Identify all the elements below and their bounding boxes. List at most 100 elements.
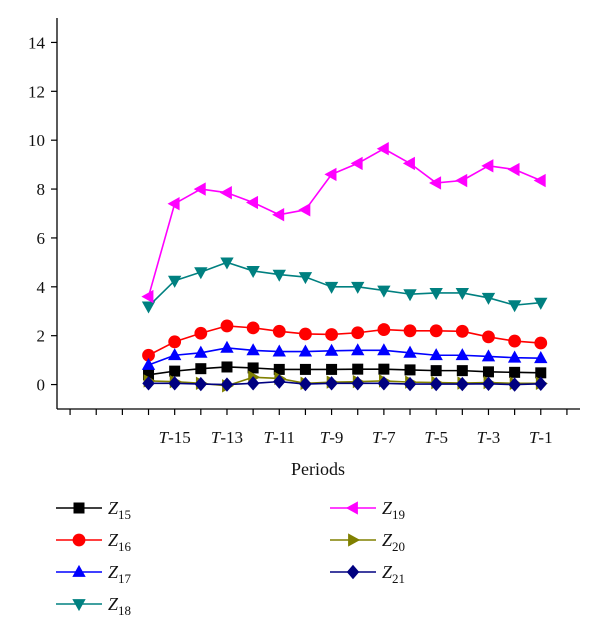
series-line-z17: [148, 347, 541, 366]
x-tick-label-italic: T: [320, 428, 331, 447]
data-point-z18: [167, 275, 182, 288]
legend-marker: [345, 501, 358, 515]
series-line-z15: [148, 366, 541, 376]
data-point-z19: [533, 173, 546, 188]
legend-item-z16: Z16: [56, 530, 132, 554]
data-point-z18: [194, 267, 208, 280]
data-point-z18: [298, 272, 313, 285]
data-point-z18: [481, 292, 496, 305]
legend-label-base: Z: [382, 530, 393, 550]
data-point-z17: [455, 348, 470, 361]
data-point-z15: [509, 366, 521, 378]
data-point-z19: [324, 167, 337, 182]
x-tick-label: T-5: [424, 428, 448, 447]
legend-marker: [346, 564, 360, 580]
data-point-z21: [168, 376, 181, 391]
y-tick-label: 0: [37, 376, 46, 395]
data-point-z21: [246, 376, 260, 391]
y-tick-label: 12: [28, 82, 45, 101]
legend-item-z15: Z15: [56, 498, 131, 522]
data-point-z17: [534, 351, 548, 364]
data-point-z18: [141, 301, 156, 314]
legend-marker: [72, 564, 86, 577]
y-tick-label: 10: [28, 131, 45, 150]
legend-label-sub: 19: [392, 507, 405, 522]
data-point-z15: [378, 363, 390, 375]
data-point-z16: [429, 324, 443, 338]
x-tick-label-rest: -13: [220, 428, 243, 447]
data-point-z17: [324, 343, 339, 356]
data-point-z15: [195, 363, 207, 375]
x-tick-label-italic: T: [424, 428, 435, 447]
legend-label: Z17: [108, 562, 132, 586]
legend-label-sub: 16: [118, 539, 132, 554]
series-z19: [141, 142, 546, 304]
data-point-z15: [404, 364, 416, 376]
data-point-z16: [351, 326, 365, 340]
legend-label-sub: 17: [118, 571, 132, 586]
data-point-z15: [535, 367, 547, 379]
legend-item-z19: Z19: [330, 498, 405, 522]
x-tick-label-italic: T: [477, 428, 488, 447]
data-point-z15: [326, 363, 338, 375]
legend-label: Z20: [382, 530, 405, 554]
data-point-z19: [481, 159, 494, 173]
axes: [56, 18, 580, 410]
data-point-z19: [167, 197, 180, 211]
data-point-z18: [377, 285, 391, 298]
legend-item-z21: Z21: [330, 562, 405, 586]
y-tick-label: 14: [28, 33, 46, 52]
data-point-z15: [169, 365, 181, 377]
series-z21: [142, 374, 548, 392]
data-point-z15: [299, 363, 311, 375]
x-tick-label-rest: -15: [168, 428, 191, 447]
data-point-z17: [507, 350, 522, 363]
y-tick-label: 4: [37, 278, 46, 297]
data-point-z18: [429, 288, 443, 301]
legend-label: Z18: [108, 594, 131, 618]
data-point-z18: [403, 289, 417, 302]
data-point-z17: [167, 348, 182, 361]
legend-marker: [72, 599, 86, 612]
legend-item-z17: Z17: [56, 562, 132, 586]
x-tick-label-rest: -1: [538, 428, 552, 447]
x-tick-label-rest: -7: [382, 428, 397, 447]
legend-label-base: Z: [382, 498, 393, 518]
data-point-z19: [402, 156, 415, 171]
data-point-z15: [456, 365, 468, 377]
x-tick-label-italic: T: [264, 428, 275, 447]
data-point-z18: [507, 300, 522, 313]
data-point-z17: [481, 349, 496, 362]
series-z18: [141, 257, 548, 314]
data-point-z21: [377, 376, 391, 391]
data-point-z19: [455, 173, 468, 188]
data-point-z15: [482, 366, 494, 378]
data-point-z21: [351, 376, 364, 391]
legend-label-base: Z: [108, 498, 119, 518]
data-point-z21: [220, 377, 234, 392]
x-tick-label: T-11: [264, 428, 296, 447]
x-ticks: T-15 T-13 T-11 T-9 T-7 T-5 T-3 T-1: [69, 409, 568, 447]
data-point-z15: [247, 362, 259, 374]
x-tick-label: T-13: [211, 428, 243, 447]
data-point-z18: [220, 257, 234, 270]
data-point-z16: [377, 323, 391, 336]
data-point-z17: [141, 357, 156, 370]
legend-label: Z21: [382, 562, 405, 586]
x-tick-label-rest: -5: [434, 428, 448, 447]
data-point-z15: [352, 363, 364, 375]
data-point-z21: [273, 374, 286, 389]
data-point-z21: [456, 376, 469, 392]
data-point-z17: [351, 343, 365, 356]
legend-label-base: Z: [108, 530, 119, 550]
legend-label-base: Z: [108, 594, 119, 614]
legend-marker: [72, 533, 86, 547]
data-point-z19: [141, 289, 154, 304]
legend-label-sub: 18: [118, 603, 131, 618]
data-point-z21: [403, 376, 417, 392]
x-tick-label-italic: T: [211, 428, 222, 447]
series-line-z19: [147, 147, 542, 297]
data-point-z16: [534, 336, 548, 350]
data-point-z21: [429, 376, 443, 392]
series-z17: [141, 340, 548, 370]
